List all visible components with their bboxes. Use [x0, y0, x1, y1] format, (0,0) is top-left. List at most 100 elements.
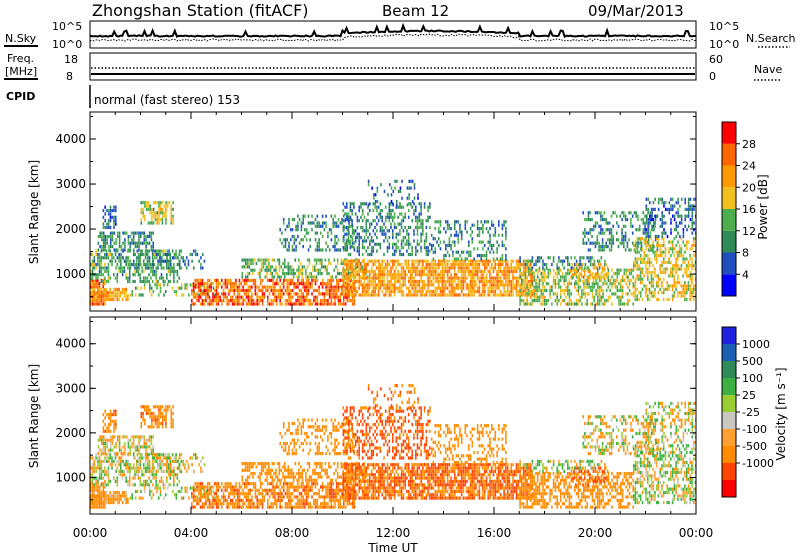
power-cell-2756: [358, 209, 360, 212]
power-cell-2605: [516, 260, 518, 263]
power-cell-512: [151, 232, 153, 235]
power-cell-2639: [523, 266, 525, 269]
power-cell-1873: [369, 273, 371, 276]
power-cell-442: [117, 248, 119, 251]
power-cell-2330: [461, 266, 463, 269]
power-cell-937: [230, 296, 232, 299]
power-cell-456: [124, 245, 126, 248]
power-cell-3029: [427, 206, 429, 209]
power-cell-2773: [364, 246, 366, 249]
power-cell-3631: [620, 286, 622, 289]
power-cell-1014: [251, 279, 253, 282]
power-cell-944: [232, 296, 234, 299]
power-cell-4490: [587, 266, 589, 269]
power-cell-554: [141, 211, 143, 214]
power-cell-881: [210, 282, 212, 285]
power-cell-2883: [392, 236, 394, 239]
power-cell-2096: [415, 266, 417, 269]
power-cell-2425: [480, 293, 482, 296]
power-cell-1429: [288, 269, 290, 272]
power-cell-464: [128, 235, 130, 238]
power-cell-2595: [514, 266, 516, 269]
power-cell-556: [141, 201, 143, 204]
power-cell-2657: [526, 266, 528, 269]
power-cell-2329: [461, 270, 463, 273]
power-cell-4091: [652, 264, 654, 267]
power-cell-2406: [475, 260, 477, 263]
power-cell-3992: [636, 268, 638, 271]
power-cell-4280: [688, 284, 690, 287]
vel-cell-120: [120, 498, 122, 501]
power-cell-4454: [692, 218, 694, 221]
power-cell-1168: [302, 292, 304, 295]
power-cell-760: [144, 283, 146, 286]
power-cell-3539: [595, 292, 597, 295]
power-cell-3676: [519, 256, 521, 259]
power-cell-3873: [623, 215, 625, 218]
power-cell-1208: [315, 289, 317, 292]
power-cell-3528: [592, 289, 594, 292]
power-cell-2002: [396, 280, 398, 283]
power-cell-3506: [585, 286, 587, 289]
power-cell-1016: [253, 299, 255, 302]
power-cell-74: [97, 298, 99, 301]
power-cell-1224: [322, 302, 324, 305]
power-cell-667: [145, 253, 147, 256]
power-cell-3833: [609, 242, 611, 245]
power-cell-302: [147, 277, 149, 280]
power-cell-2155: [427, 270, 429, 273]
power-cell-2815: [374, 243, 376, 246]
power-cell-862: [205, 289, 207, 292]
power-cell-2713: [348, 229, 350, 232]
power-cell-4344: [649, 215, 651, 218]
power-cell-1119: [288, 296, 290, 299]
power-cell-525: [106, 226, 108, 229]
power-cell-3312: [532, 272, 534, 275]
power-cell-2541: [503, 266, 505, 269]
power-cell-1685: [334, 245, 336, 248]
power-cell-4292: [689, 278, 691, 281]
power-cell-2354: [466, 277, 468, 280]
power-cell-2189: [434, 280, 436, 283]
power-cell-2473: [489, 266, 491, 269]
power-cell-4359: [656, 235, 658, 238]
power-cell-3861: [621, 242, 623, 245]
power-cell-973: [239, 282, 241, 285]
power-cell-1663: [322, 215, 324, 218]
power-cell-1644: [317, 245, 319, 248]
power-cell-3695: [541, 256, 543, 259]
power-cell-2069: [411, 293, 413, 296]
power-cell-2854: [385, 226, 387, 229]
power-cell-1160: [301, 296, 303, 299]
power-cell-1437: [291, 265, 293, 268]
power-cell-329: [155, 273, 157, 276]
power-cell-1363: [252, 269, 254, 272]
power-cell-4369: [661, 232, 663, 235]
power-cell-1678: [331, 228, 333, 231]
power-cell-4125: [659, 288, 661, 291]
power-cell-4342: [647, 198, 649, 201]
power-cell-3673: [632, 275, 634, 278]
power-cell-3200: [480, 241, 482, 244]
vel-cell-160: [97, 467, 99, 470]
power-cell-1911: [378, 293, 380, 296]
power-cell-609: [162, 215, 164, 218]
power-cell-2271: [450, 290, 452, 293]
power-cell-1069: [272, 292, 274, 295]
power-cell-2154: [427, 273, 429, 276]
power-cell-4492: [589, 273, 591, 276]
power-cell-3908: [637, 215, 639, 218]
power-cell-3723: [571, 256, 573, 259]
power-cell-1071: [272, 286, 274, 289]
power-cell-4397: [670, 205, 672, 208]
power-cell-2048: [406, 273, 408, 276]
power-cell-1503: [330, 262, 332, 265]
power-cell-4264: [684, 257, 686, 260]
power-cell-2240: [443, 273, 445, 276]
power-cell-3385: [549, 272, 551, 275]
power-cell-1730: [352, 242, 354, 245]
power-cell-3145: [456, 234, 458, 237]
power-cell-1815: [357, 260, 359, 263]
power-cell-179: [102, 280, 104, 283]
power-cell-3787: [595, 242, 597, 245]
